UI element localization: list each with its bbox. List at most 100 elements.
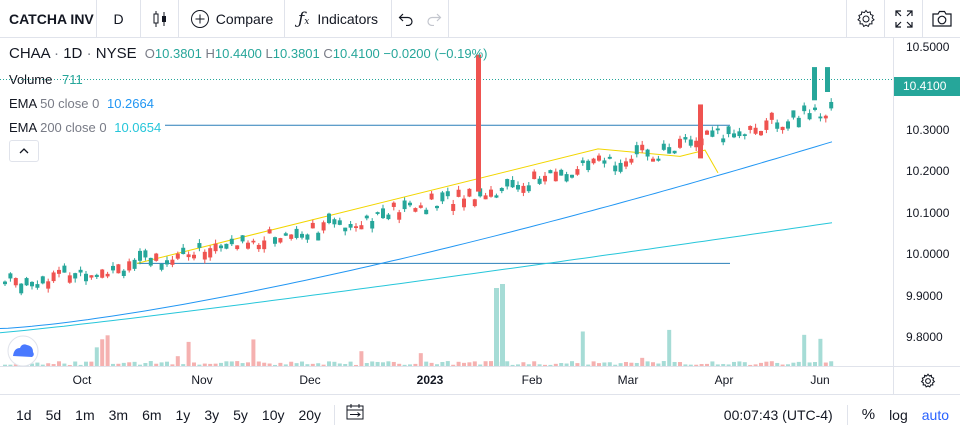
volume-bar	[483, 361, 488, 366]
settings-button[interactable]	[846, 0, 884, 38]
percent-scale-button[interactable]: %	[861, 406, 876, 423]
candle-body	[375, 212, 380, 214]
price-chart[interactable]	[0, 38, 893, 366]
volume-legend[interactable]: Volume 711	[9, 72, 83, 87]
chart-type-button[interactable]	[140, 0, 178, 38]
candle-body	[235, 245, 240, 250]
volume-bar	[780, 364, 785, 366]
snapshot-button[interactable]	[922, 0, 960, 38]
low-value: 10.3801	[272, 46, 320, 61]
candle-body	[57, 269, 61, 274]
volume-bar	[510, 364, 515, 366]
volume-bar	[94, 347, 99, 366]
volume-bar	[310, 363, 315, 366]
volume-bar	[235, 361, 240, 366]
volume-bar	[424, 361, 429, 366]
candle-body	[305, 234, 310, 240]
candle-body	[829, 101, 834, 109]
redo-button[interactable]	[419, 0, 449, 38]
candle-body	[440, 192, 445, 202]
chart-pane[interactable]	[0, 38, 960, 396]
interval-button[interactable]: D	[96, 0, 140, 38]
compare-button[interactable]: Compare	[178, 0, 284, 38]
gear-icon	[920, 373, 935, 388]
date-range-button[interactable]	[346, 404, 364, 425]
volume-bar	[105, 335, 110, 366]
ema50-legend[interactable]: EMA 50 close 0 10.2664	[9, 96, 154, 111]
candle-body	[13, 278, 18, 286]
clock-timezone-button[interactable]: 00:07:43 (UTC-4)	[723, 406, 833, 423]
candle-body	[823, 115, 828, 119]
candle-body	[105, 273, 110, 277]
volume-bar	[791, 362, 796, 366]
time-label: Dec	[299, 373, 321, 387]
candle-body	[710, 130, 715, 137]
volume-bar	[327, 361, 331, 366]
candle-body	[764, 120, 769, 130]
range-20y-button[interactable]: 20y	[298, 406, 322, 423]
ema200-label: EMA	[9, 120, 37, 135]
volume-bar	[370, 361, 375, 366]
volume-bar	[548, 364, 553, 366]
candle-body	[30, 281, 34, 287]
volume-bar	[451, 364, 456, 366]
fullscreen-button[interactable]	[884, 0, 922, 38]
candle-body	[613, 165, 618, 172]
candle-body	[813, 107, 817, 110]
time-axis[interactable]: Oct Nov Dec 2023 Feb Mar Apr Jun	[0, 366, 893, 395]
range-5y-button[interactable]: 5y	[233, 406, 248, 423]
volume-bar	[699, 364, 704, 366]
range-1y-button[interactable]: 1y	[175, 406, 191, 423]
range-3y-button[interactable]: 3y	[204, 406, 220, 423]
auto-scale-button[interactable]: auto	[921, 406, 949, 423]
range-10y-button[interactable]: 10y	[261, 406, 285, 423]
undo-button[interactable]	[391, 0, 419, 38]
candle-body	[181, 247, 186, 255]
range-5d-button[interactable]: 5d	[45, 406, 62, 423]
candle-body	[19, 283, 24, 294]
candle-body	[748, 126, 753, 130]
volume-bar	[651, 362, 655, 366]
candle-body	[391, 202, 396, 207]
volume-bar	[57, 361, 61, 366]
price-label: 9.8000	[906, 330, 943, 344]
candle-body	[812, 67, 817, 101]
legend-collapse-button[interactable]	[9, 140, 39, 162]
candle-body	[148, 257, 153, 266]
range-3m-button[interactable]: 3m	[108, 406, 129, 423]
volume-bar	[435, 364, 439, 366]
volume-bar	[321, 364, 326, 366]
candle-body	[321, 222, 326, 231]
range-1m-button[interactable]: 1m	[75, 406, 95, 423]
candle-body	[62, 265, 67, 273]
price-label: 10.0000	[906, 247, 950, 261]
indicators-button[interactable]: ƒx Indicators	[284, 0, 391, 38]
log-scale-button[interactable]: log	[889, 406, 908, 423]
ema200-legend[interactable]: EMA 200 close 0 10.0654	[9, 120, 161, 135]
volume-bar	[127, 362, 132, 366]
candle-body	[510, 179, 515, 188]
volume-bar	[89, 361, 94, 366]
candle-body	[467, 188, 472, 197]
compare-label: Compare	[215, 10, 274, 27]
candle-body	[429, 193, 434, 200]
range-6m-button[interactable]: 6m	[142, 406, 162, 423]
price-axis[interactable]: 10.5000 10.3000 10.2000 10.1000 10.0000 …	[893, 38, 960, 366]
candle-body	[532, 171, 537, 180]
symbol-search-button[interactable]: CATCHA INV	[9, 10, 94, 27]
candle-body	[100, 269, 105, 278]
volume-value: 711	[62, 72, 83, 87]
volume-bar	[289, 361, 294, 366]
plus-circle-icon	[190, 9, 209, 28]
ema50-value: 10.2664	[106, 96, 154, 111]
candle-body	[40, 276, 45, 284]
axis-settings-button[interactable]	[893, 366, 960, 395]
candle-body	[397, 212, 402, 220]
volume-bar	[440, 361, 445, 366]
candle-body	[121, 270, 126, 276]
volume-bar	[224, 361, 229, 366]
volume-bar	[121, 362, 126, 366]
range-1d-button[interactable]: 1d	[16, 406, 32, 423]
legend-exchange: NYSE	[95, 45, 137, 62]
candle-body	[688, 139, 693, 146]
